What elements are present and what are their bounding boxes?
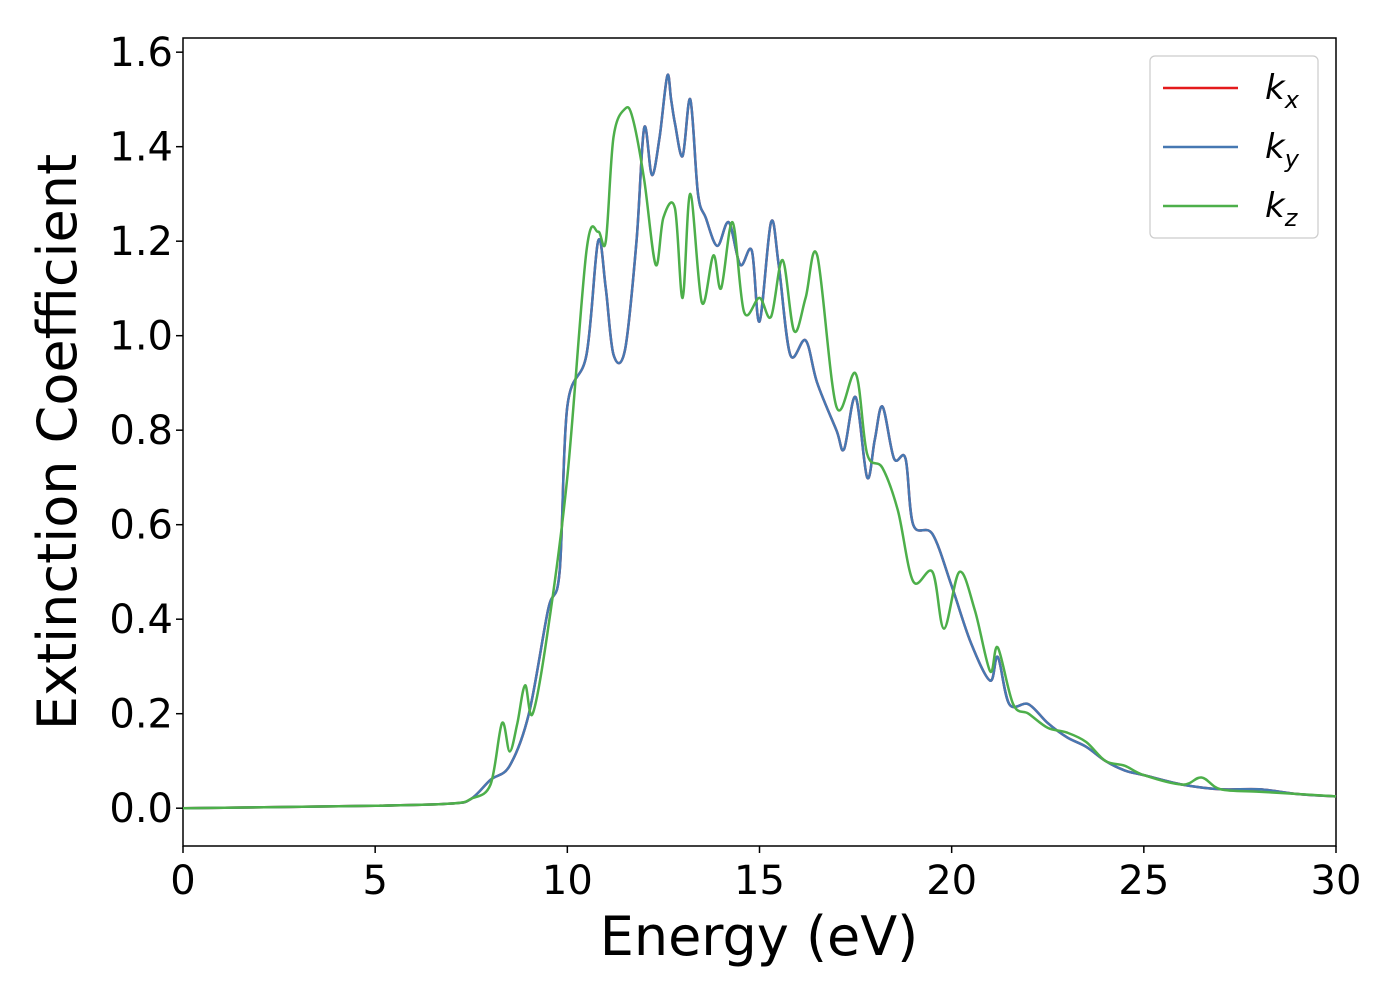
series-layer [182,73,1337,810]
x-tick-label: 20 [926,858,977,904]
x-axis-label: Energy (eV) [600,905,919,968]
y-tick-label: 0.6 [109,503,173,549]
legend-label: ky [1265,127,1300,173]
series-line-k-y [182,73,1337,810]
x-tick-label: 0 [170,858,195,904]
y-axis: 0.0 0.2 0.4 0.6 0.8 1.0 1.2 1.4 1.6 [109,30,183,832]
legend-label: kx [1265,68,1300,114]
y-tick-label: 1.2 [109,219,173,265]
x-tick-label: 15 [734,858,785,904]
series-line-k-z [182,106,1337,810]
plot-area [182,37,1337,847]
y-tick-label: 1.4 [109,125,173,171]
y-tick-label: 0.8 [109,408,173,454]
y-tick-label: 1.0 [109,314,173,360]
x-tick-label: 25 [1118,858,1169,904]
y-tick-label: 0.4 [109,597,173,643]
y-tick-label: 0.0 [109,786,173,832]
x-tick-label: 5 [362,858,387,904]
x-tick-label: 10 [542,858,593,904]
y-axis-label: Extinction Coefficient [26,154,89,730]
legend-label: kz [1265,186,1299,232]
y-tick-label: 0.2 [109,692,173,738]
x-tick-label: 30 [1311,858,1362,904]
legend: kx ky kz [1149,55,1319,239]
x-axis: 0 5 10 15 20 25 30 [170,846,1361,904]
y-tick-label: 1.6 [109,30,173,76]
